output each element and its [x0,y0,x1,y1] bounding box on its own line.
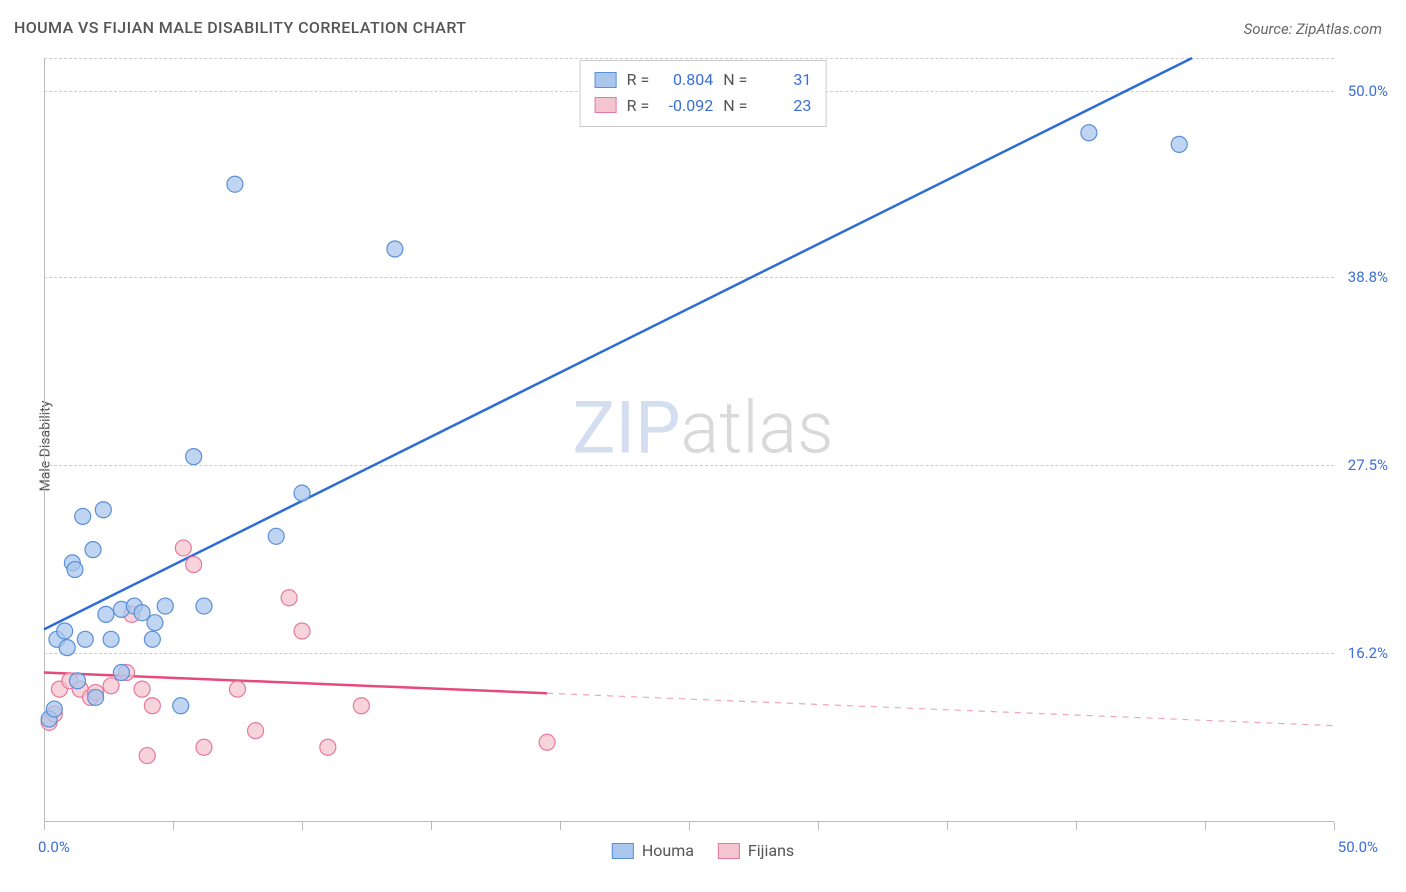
data-point [294,623,310,639]
data-point [70,673,86,689]
data-point [281,590,297,606]
swatch-houma [595,72,617,88]
chart-container: HOUMA VS FIJIAN MALE DISABILITY CORRELAT… [0,0,1406,892]
n-value-fijians: 23 [757,93,811,119]
data-point [144,698,160,714]
plot-svg [44,58,1334,822]
data-point [173,698,189,714]
x-axis-min-label: 0.0% [38,838,70,856]
data-point [268,528,284,544]
data-point [139,748,155,764]
chart-title: HOUMA VS FIJIAN MALE DISABILITY CORRELAT… [14,18,466,37]
data-point [134,681,150,697]
y-tick-label: 16.2% [1348,644,1388,662]
x-tick [173,822,174,830]
trend-line [44,58,1192,629]
legend-item-houma: Houma [612,841,694,860]
n-label: N = [723,93,747,119]
r-value-fijians: -0.092 [659,93,713,119]
data-point [103,631,119,647]
data-point [294,485,310,501]
stats-legend: R = 0.804 N = 31 R = -0.092 N = 23 [580,60,827,127]
stats-row-houma: R = 0.804 N = 31 [595,67,812,93]
data-point [144,631,160,647]
data-point [1081,125,1097,141]
data-point [248,723,264,739]
data-point [196,739,212,755]
x-tick [1205,822,1206,830]
n-label: N = [723,67,747,93]
trend-line-dashed [547,693,1334,725]
data-point [113,665,129,681]
data-point [175,540,191,556]
data-point [103,678,119,694]
data-point [320,739,336,755]
data-point [95,502,111,518]
legend-swatch-houma [612,843,634,859]
r-value-houma: 0.804 [659,67,713,93]
stats-row-fijians: R = -0.092 N = 23 [595,93,812,119]
x-axis-max-label: 50.0% [1338,838,1378,856]
data-point [1171,136,1187,152]
data-point [46,701,62,717]
x-tick [1076,822,1077,830]
legend-label-fijians: Fijians [748,841,794,860]
data-point [387,241,403,257]
series-legend: Houma Fijians [612,841,794,860]
data-point [230,681,246,697]
data-point [98,606,114,622]
data-point [75,508,91,524]
data-point [147,615,163,631]
legend-item-fijians: Fijians [718,841,794,860]
n-value-houma: 31 [757,67,811,93]
data-point [353,698,369,714]
y-tick-label: 27.5% [1348,456,1388,474]
y-tick-label: 38.8% [1348,268,1388,286]
x-tick [947,822,948,830]
data-point [539,734,555,750]
data-point [67,562,83,578]
r-label: R = [627,67,650,93]
data-point [77,631,93,647]
x-tick [302,822,303,830]
x-tick [818,822,819,830]
data-point [186,449,202,465]
data-point [85,542,101,558]
data-point [227,176,243,192]
data-point [157,598,173,614]
x-tick [44,822,45,830]
swatch-fijians [595,97,617,113]
r-label: R = [627,93,650,119]
data-point [57,623,73,639]
x-tick [689,822,690,830]
data-point [186,557,202,573]
x-tick [431,822,432,830]
legend-label-houma: Houma [642,841,694,860]
x-tick [1334,822,1335,830]
legend-swatch-fijians [718,843,740,859]
data-point [196,598,212,614]
x-tick [560,822,561,830]
source-attribution: Source: ZipAtlas.com [1244,20,1382,38]
data-point [88,689,104,705]
y-tick-label: 50.0% [1348,82,1388,100]
data-point [59,640,75,656]
